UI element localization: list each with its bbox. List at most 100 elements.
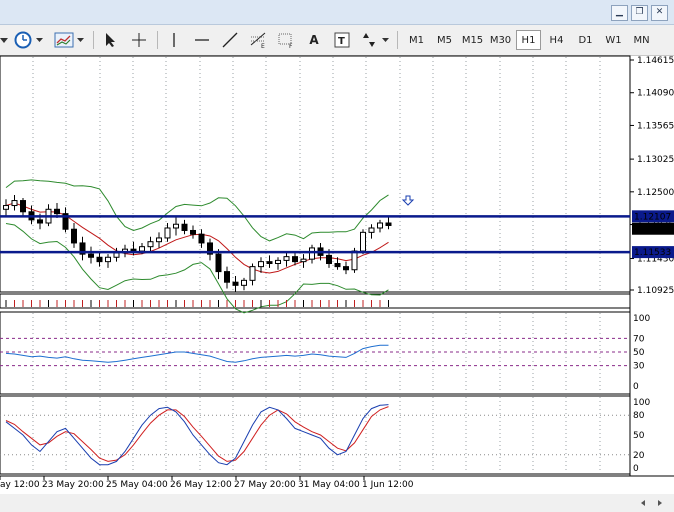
stoch-axis-label: 50 [633, 431, 645, 441]
candle-body [232, 281, 239, 286]
price-axis-label: 1.13565 [637, 121, 674, 131]
chart-properties-icon[interactable] [53, 29, 75, 51]
horizontal-line-icon[interactable] [191, 29, 213, 51]
candle-body [283, 256, 290, 261]
chevron-down-icon[interactable] [35, 29, 43, 51]
bollinger-upper-band [5, 179, 389, 242]
rsi-line [5, 344, 389, 363]
time-axis-label: ay 12:00 [0, 480, 40, 490]
candle-body [292, 256, 298, 263]
candle-body [181, 223, 188, 231]
rsi-axis-label: 50 [633, 348, 645, 358]
price-label-lower: 1.11533 [634, 248, 671, 258]
timeframe-h1-button[interactable]: H1 [516, 30, 541, 50]
timeframe-m30-button[interactable]: M30 [489, 34, 512, 46]
candle-body [54, 208, 60, 215]
rsi-axis-label: 70 [633, 334, 645, 344]
price-label-upper-box [632, 210, 674, 223]
candle-body [105, 256, 111, 263]
volume-strip-panel [0, 293, 631, 309]
vertical-line-icon[interactable] [163, 29, 185, 51]
candle-body [37, 219, 43, 224]
timeframe-mn-button[interactable]: MN [633, 34, 650, 46]
candle-body [215, 253, 222, 273]
toolbar-scroll-arrow-icon[interactable] [0, 29, 8, 51]
close-icon[interactable]: ✕ [651, 5, 668, 21]
trendline-icon[interactable] [219, 29, 241, 51]
timeframe-m5-button[interactable]: M5 [437, 34, 452, 46]
text-tool-button[interactable]: A [309, 33, 319, 47]
candle-body [360, 231, 366, 252]
chevron-down-icon[interactable] [381, 29, 389, 51]
restore-icon[interactable]: ❐ [631, 5, 648, 21]
time-axis-label: 25 May 04:00 [106, 480, 168, 490]
cursor-icon[interactable] [100, 29, 122, 51]
candle-body [190, 229, 196, 235]
candle-body [224, 271, 230, 283]
clock-icon[interactable] [12, 29, 34, 51]
fibonacci-fan-icon[interactable]: F [275, 29, 297, 51]
rsi-axis-label: 100 [633, 314, 650, 324]
candle-body [147, 241, 154, 248]
candle-body [11, 200, 18, 207]
candle-body [139, 246, 145, 252]
scroll-left-icon[interactable] [641, 500, 645, 506]
minimize-icon[interactable]: ▁ [611, 5, 628, 21]
price-axis-label: 1.13025 [637, 155, 674, 165]
candle-body [88, 253, 94, 258]
timeframe-w1-button[interactable]: W1 [605, 34, 622, 46]
arrows-icon[interactable] [359, 29, 381, 51]
price-label-current-box [632, 222, 674, 235]
candle-body [207, 242, 213, 255]
rsi-axis-label: 30 [633, 362, 645, 372]
stoch-axis-label: 100 [633, 398, 650, 408]
candle-body [130, 248, 137, 252]
price-axis-label: 1.10925 [637, 286, 674, 296]
chevron-down-icon[interactable] [76, 29, 84, 51]
candle-body [3, 205, 9, 210]
price-axis-label: 1.12500 [637, 188, 674, 198]
time-axis-label: 23 May 20:00 [42, 480, 104, 490]
timeframe-m15-button[interactable]: M15 [461, 34, 484, 46]
time-axis-label: 31 May 04:00 [298, 480, 360, 490]
candle-body [62, 213, 69, 230]
candle-body [351, 250, 358, 271]
candle-body [258, 261, 264, 268]
candle-body [113, 252, 120, 258]
candle-body [266, 261, 273, 265]
candle-body [241, 279, 247, 286]
scroll-right-icon[interactable] [658, 500, 662, 506]
timeframe-d1-button[interactable]: D1 [578, 34, 593, 46]
candle-body [377, 222, 383, 229]
candle-body [79, 242, 86, 255]
stoch-main-line [5, 404, 389, 466]
time-axis-label: 26 May 12:00 [170, 480, 232, 490]
rsi-panel [0, 311, 631, 395]
candle-body [300, 258, 307, 263]
fibonacci-expansion-icon[interactable]: E [247, 29, 269, 51]
status-bar [0, 494, 674, 512]
candle-body [275, 259, 281, 265]
timeframe-m1-button[interactable]: M1 [409, 34, 424, 46]
price-axis-label: 1.11430 [637, 255, 674, 265]
candle-body [173, 223, 179, 229]
candle-body [385, 222, 392, 226]
crosshair-icon[interactable] [128, 29, 150, 51]
rsi-axis-label: 0 [633, 382, 639, 392]
stochastic-panel [0, 395, 631, 475]
candle-body [326, 254, 332, 265]
svg-text:F: F [289, 43, 293, 49]
timeframe-h4-button[interactable]: H4 [549, 34, 564, 46]
price-label-lower-box [632, 246, 674, 259]
stoch-axis-label: 20 [633, 451, 645, 461]
time-axis-label: 27 May 20:00 [234, 480, 296, 490]
down-arrow-marker-icon[interactable] [401, 195, 415, 206]
text-label-icon[interactable]: T [331, 29, 353, 51]
candle-body [156, 237, 162, 243]
price-label-current: 1.11908 [634, 225, 671, 235]
stoch-axis-label: 0 [633, 464, 639, 474]
stoch-axis-label: 80 [633, 411, 645, 421]
candle-body [334, 263, 341, 268]
svg-text:E: E [261, 43, 265, 49]
